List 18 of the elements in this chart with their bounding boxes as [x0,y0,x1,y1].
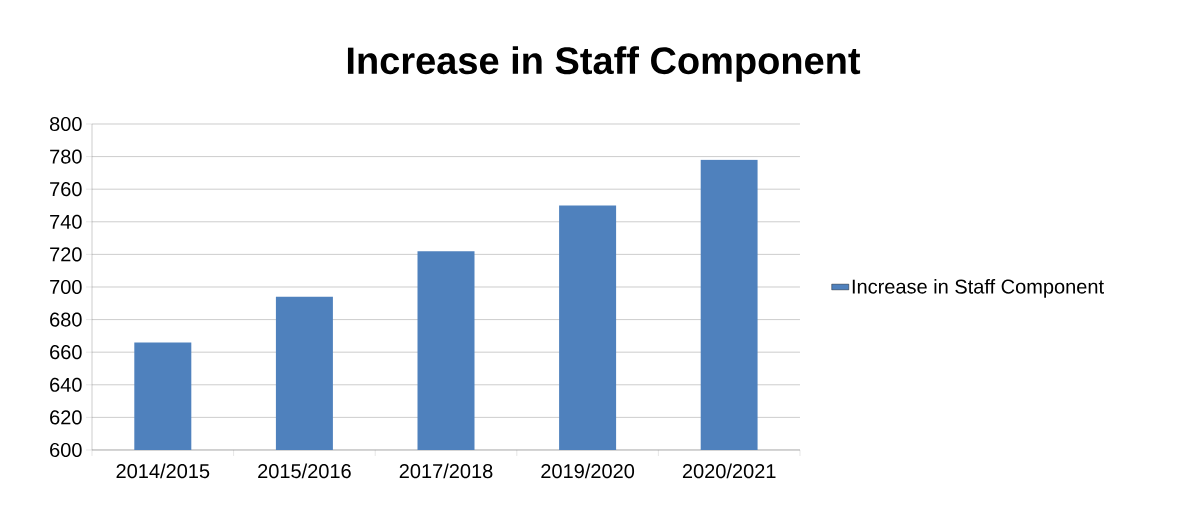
x-tick-label: 2019/2020 [541,463,635,479]
x-tick-label: 2014/2015 [116,463,210,479]
y-tick-label: 620 [50,410,82,425]
x-tick-label: 2015/2016 [258,463,351,479]
y-tick-label: 680 [50,312,82,327]
y-tick-label: 760 [50,182,82,197]
y-tick-label: 600 [50,442,82,458]
x-tick-label: 2017/2018 [399,463,493,479]
y-tick-label: 720 [50,247,82,262]
y-tick-label: 800 [49,116,82,132]
x-tick-label: 2020/2021 [682,463,776,479]
legend-label: Increase in Staff Component [852,278,1104,298]
chart-title: Increase in Staff Component [347,46,861,82]
y-tick-label: 780 [50,149,82,164]
y-tick-label: 660 [50,345,82,360]
y-tick-label: 640 [50,377,82,392]
y-tick-label: 740 [50,214,82,229]
y-tick-label: 700 [50,279,82,295]
